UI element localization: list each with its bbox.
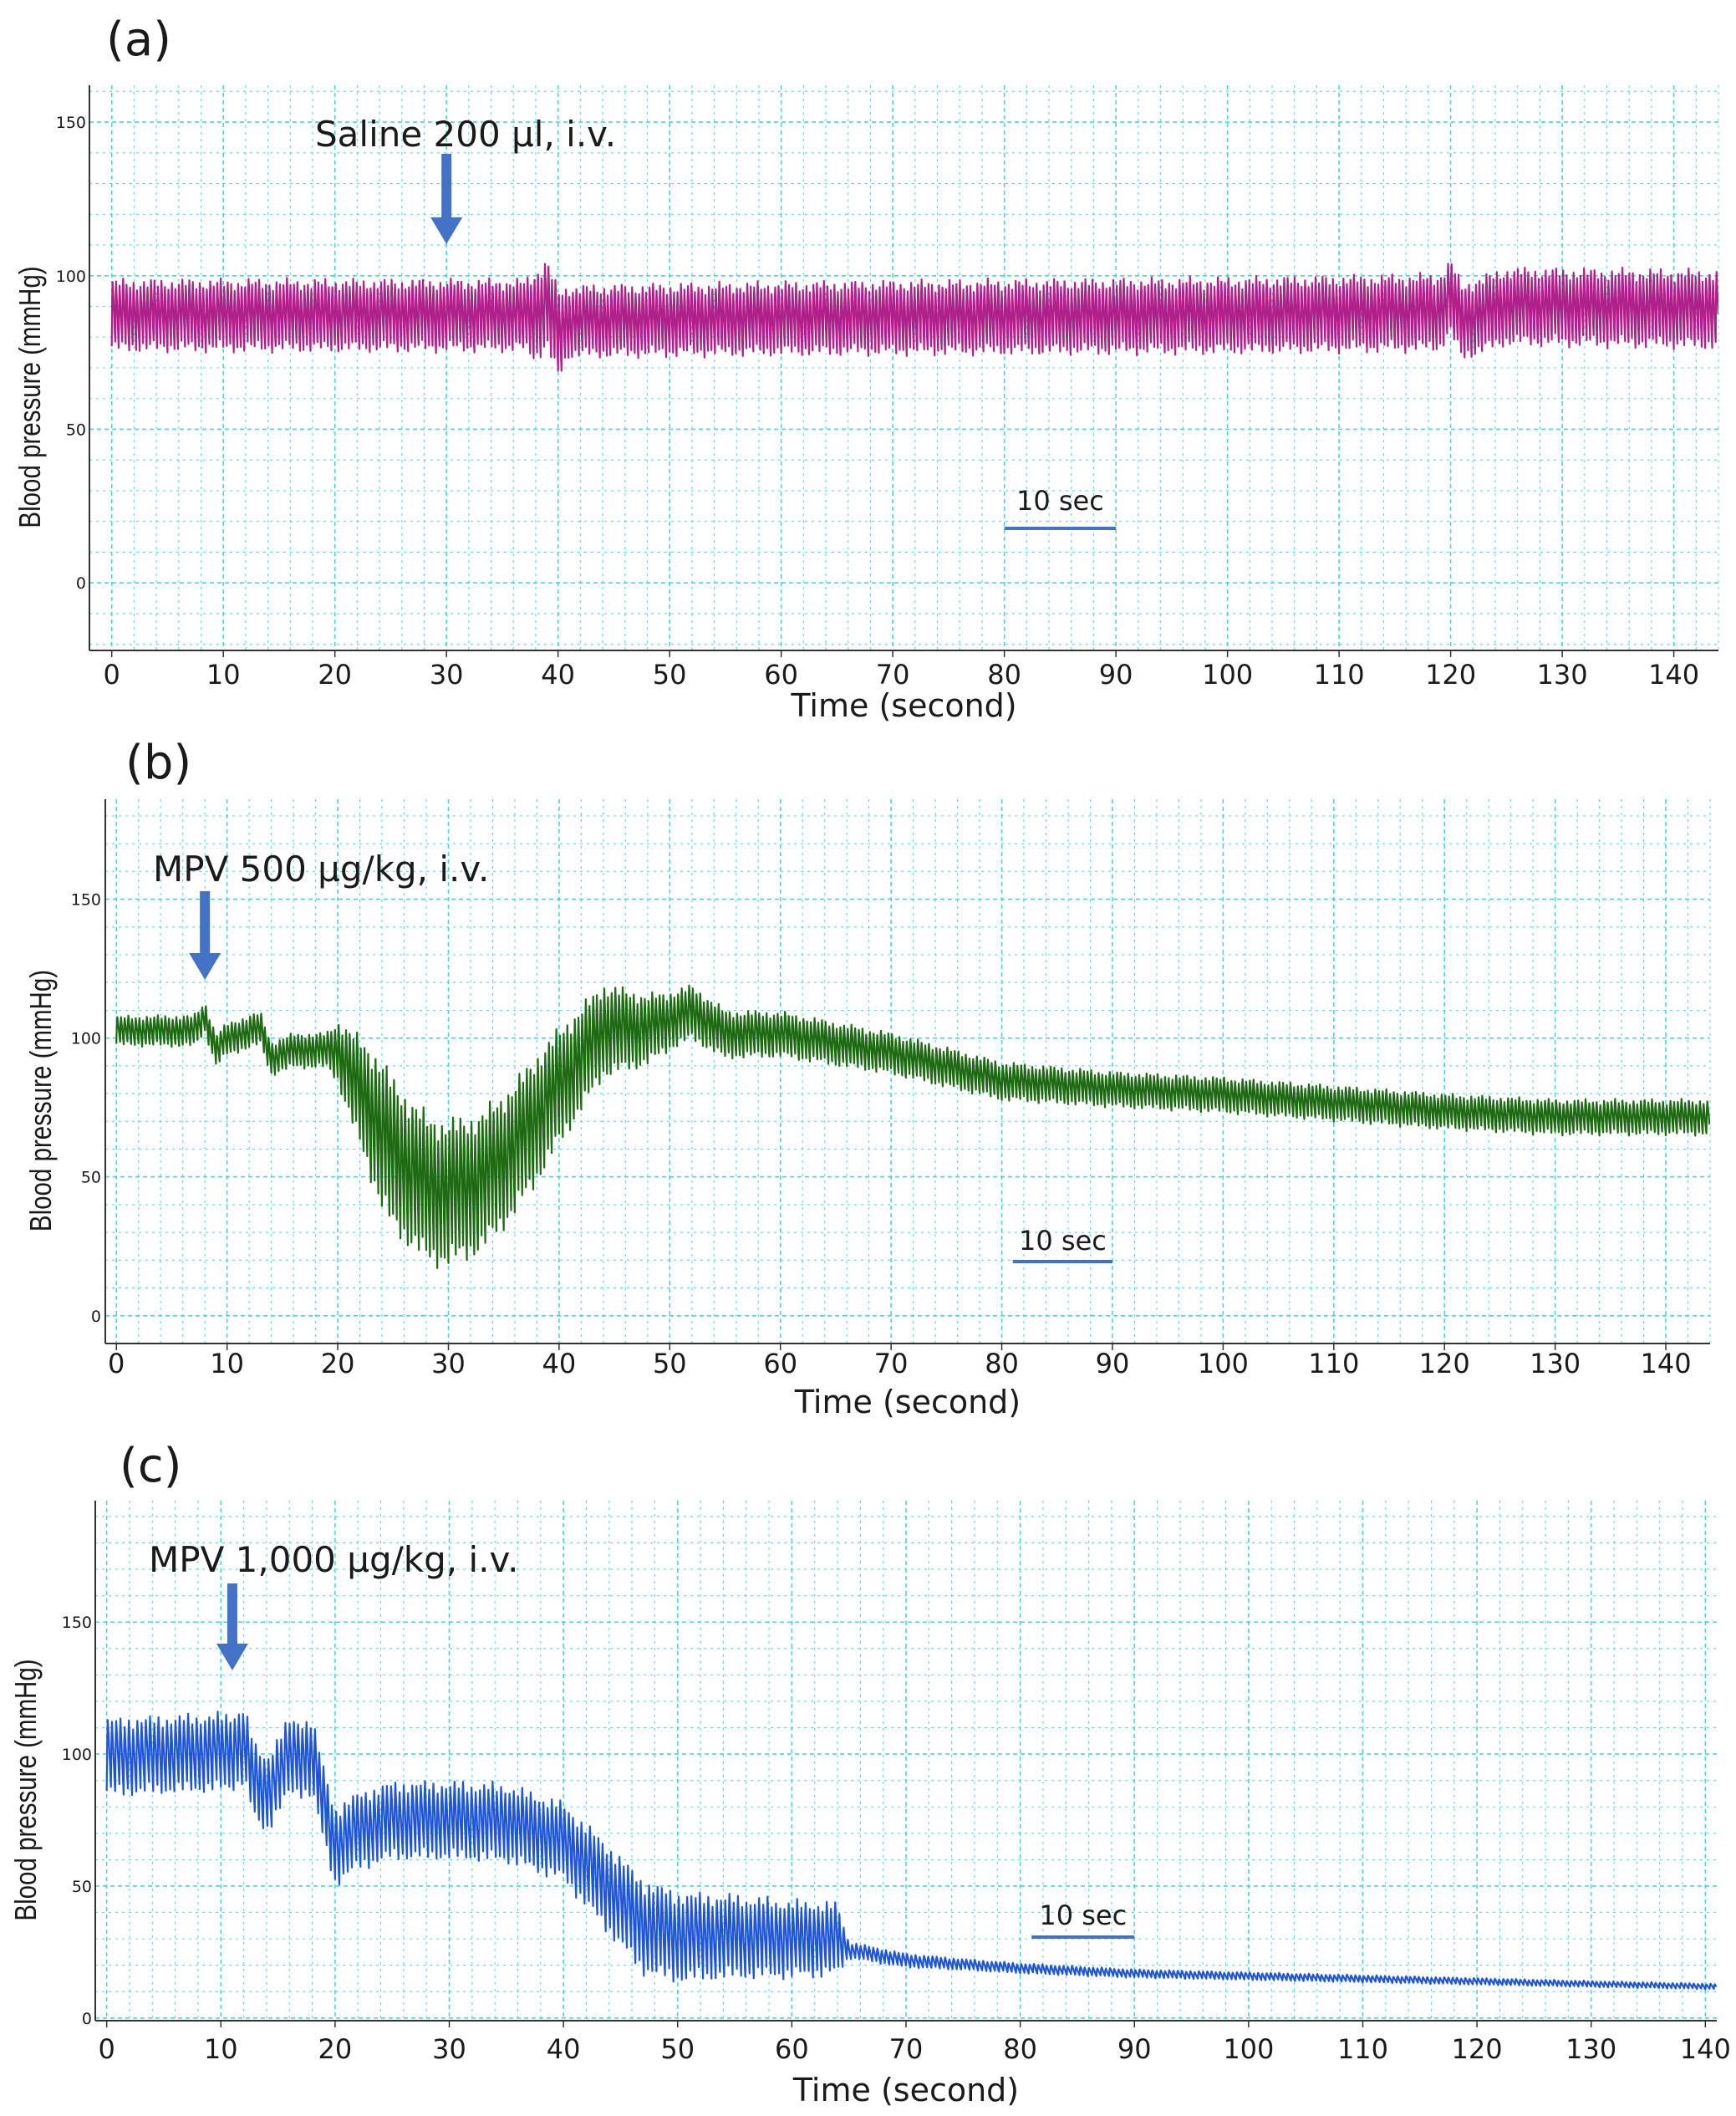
blood-pressure-trace: [115, 984, 1710, 1269]
x-tick-label: 60: [764, 659, 798, 691]
x-tick-label: 30: [432, 2033, 466, 2065]
x-tick-label: 140: [1680, 2033, 1731, 2065]
x-tick-label: 90: [1117, 2033, 1152, 2065]
x-tick-label: 10: [206, 659, 241, 691]
blood-pressure-trace: [105, 1711, 1717, 1991]
y-tick-label: 50: [72, 1878, 92, 1896]
x-tick-label: 100: [1223, 2033, 1274, 2065]
injection-arrow-shaft: [441, 154, 452, 219]
x-tick-label: 130: [1537, 659, 1588, 691]
x-tick-label: 120: [1425, 659, 1476, 691]
scale-bar-label: 10 sec: [1016, 485, 1104, 517]
y-axis-label: Blood pressure (mmHg): [13, 266, 46, 528]
y-tick-label: 150: [62, 1614, 92, 1632]
y-tick-label: 50: [66, 421, 86, 439]
y-tick-label: 100: [62, 1746, 92, 1764]
injection-arrow-icon: [189, 953, 221, 980]
y-tick-label: 0: [91, 1308, 101, 1326]
x-tick-label: 0: [104, 659, 120, 691]
panel-label: (b): [125, 736, 191, 790]
injection-arrow-icon: [430, 217, 463, 244]
panel-a: (a) 0 10 20 30 40 50 60 70 80 90 100 110 120 130 140 0 50…: [0, 0, 1736, 744]
x-axis-label: Time (second): [790, 687, 1016, 724]
x-tick-label: 60: [763, 1348, 797, 1379]
x-tick-label: 110: [1308, 1348, 1359, 1379]
panel-label: (a): [106, 13, 171, 67]
x-tick-label: 90: [1096, 1348, 1130, 1379]
injection-annotation: MPV 1,000 μg/kg, i.v.: [149, 1539, 518, 1580]
injection-arrow-icon: [216, 1644, 248, 1670]
x-tick-label: 80: [1003, 2033, 1037, 2065]
x-tick-label: 130: [1565, 2033, 1616, 2065]
x-tick-label: 110: [1314, 659, 1365, 691]
blood-pressure-trace: [110, 263, 1718, 372]
x-tick-label: 70: [874, 1348, 909, 1379]
panel-label: (c): [120, 1439, 181, 1493]
injection-arrow-shaft: [200, 891, 211, 955]
injection-annotation: MPV 500 μg/kg, i.v.: [153, 849, 489, 890]
scale-bar-label: 10 sec: [1039, 1899, 1127, 1931]
x-axis-label: Time (second): [794, 1384, 1021, 1420]
x-tick-label: 140: [1640, 1348, 1691, 1379]
x-axis-label: Time (second): [792, 2072, 1019, 2108]
x-tick-label: 80: [987, 659, 1021, 691]
x-tick-label: 120: [1419, 1348, 1470, 1379]
x-tick-label: 20: [318, 2033, 353, 2065]
injection-annotation: Saline 200 μl, i.v.: [315, 114, 616, 155]
y-tick-label: 0: [76, 574, 86, 593]
x-tick-label: 10: [210, 1348, 244, 1379]
y-axis-label: Blood pressure (mmHg): [8, 1659, 42, 1920]
x-tick-label: 40: [547, 2033, 581, 2065]
x-tick-label: 50: [660, 2033, 695, 2065]
x-tick-label: 50: [653, 659, 687, 691]
x-tick-label: 130: [1530, 1348, 1581, 1379]
x-tick-label: 120: [1452, 2033, 1503, 2065]
x-tick-label: 60: [775, 2033, 809, 2065]
y-tick-label: 50: [81, 1169, 101, 1187]
x-tick-label: 40: [541, 659, 575, 691]
scale-bar-label: 10 sec: [1019, 1225, 1107, 1257]
x-tick-label: 10: [204, 2033, 238, 2065]
x-tick-label: 110: [1337, 2033, 1388, 2065]
x-tick-label: 80: [985, 1348, 1019, 1379]
y-tick-label: 100: [56, 268, 86, 286]
x-tick-label: 0: [108, 1348, 125, 1379]
x-tick-label: 30: [431, 1348, 466, 1379]
x-tick-label: 50: [653, 1348, 687, 1379]
y-tick-label: 150: [71, 891, 101, 910]
x-tick-label: 20: [318, 659, 352, 691]
panel-b: (b) 0 10 20 30 40 50 60 70 80 90 100 110 120 130 140 0 50…: [23, 736, 1711, 1420]
x-tick-label: 40: [542, 1348, 577, 1379]
x-tick-label: 100: [1198, 1348, 1249, 1379]
x-tick-label: 140: [1648, 659, 1699, 691]
grid: [95, 1501, 1717, 2021]
y-tick-label: 100: [71, 1030, 101, 1048]
x-tick-label: 70: [876, 659, 910, 691]
x-tick-label: 100: [1202, 659, 1253, 691]
y-tick-label: 150: [56, 114, 86, 132]
injection-arrow-shaft: [227, 1583, 237, 1645]
y-tick-label: 0: [82, 2010, 92, 2028]
x-tick-label: 0: [98, 2033, 115, 2065]
grid: [105, 799, 1711, 1344]
x-tick-label: 70: [889, 2033, 924, 2065]
x-tick-label: 30: [430, 659, 464, 691]
y-axis-label: Blood pressure (mmHg): [23, 970, 57, 1231]
x-tick-label: 20: [321, 1348, 355, 1379]
x-tick-label: 90: [1099, 659, 1133, 691]
